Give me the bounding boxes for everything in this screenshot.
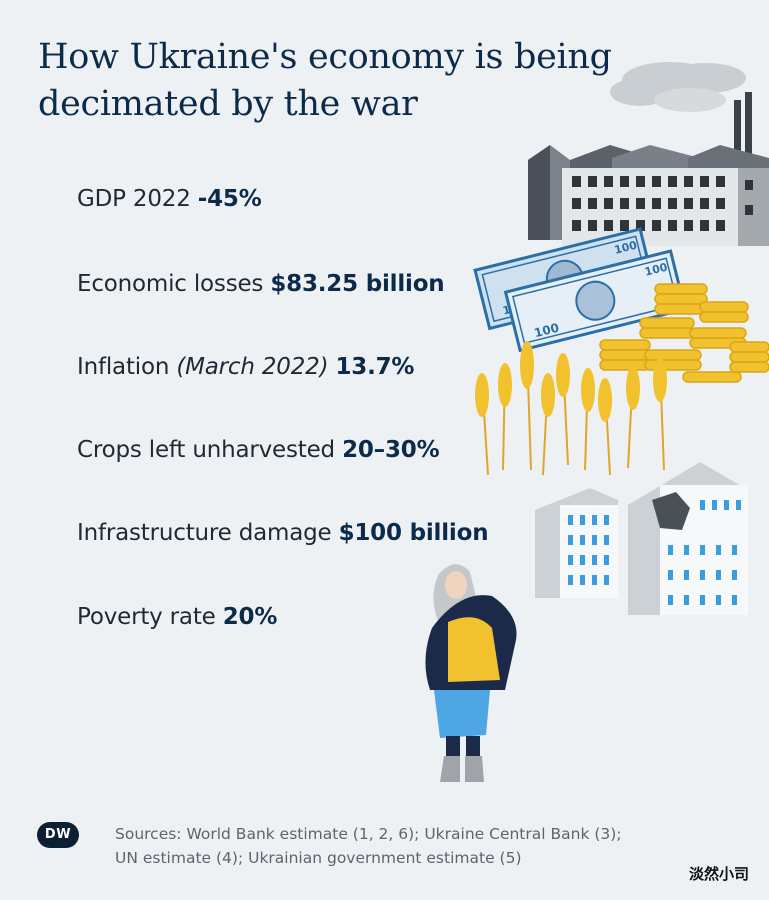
stat-note: (March 2022) bbox=[176, 354, 329, 380]
banknotes-illustration: 100 100 100 100 bbox=[473, 227, 687, 353]
stat-label: Poverty rate bbox=[77, 604, 216, 630]
damaged-buildings-illustration bbox=[535, 462, 748, 615]
stat-crops-unharvested: Crops left unharvested 20–30% bbox=[77, 437, 440, 463]
sources-line-2: UN estimate (4); Ukrainian government es… bbox=[115, 849, 522, 867]
stat-value: 13.7% bbox=[335, 354, 415, 380]
stat-infrastructure-damage: Infrastructure damage $100 billion bbox=[77, 520, 489, 546]
stat-label: Infrastructure damage bbox=[77, 520, 332, 546]
smoke-illustration bbox=[610, 62, 746, 112]
stat-value: 20–30% bbox=[342, 437, 440, 463]
stat-economic-losses: Economic losses $83.25 billion bbox=[77, 271, 445, 297]
stat-value: 20% bbox=[222, 604, 278, 630]
dw-logo: DW bbox=[37, 822, 79, 848]
sources-line-1: Sources: World Bank estimate (1, 2, 6); … bbox=[115, 825, 622, 843]
page-title: How Ukraine's economy is being decimated… bbox=[38, 37, 612, 124]
stat-label: Inflation bbox=[77, 354, 170, 380]
stat-gdp: GDP 2022 -45% bbox=[77, 186, 262, 212]
wheat-illustration bbox=[475, 341, 667, 476]
svg-text:100: 100 bbox=[533, 321, 561, 341]
sources-text: Sources: World Bank estimate (1, 2, 6); … bbox=[115, 822, 715, 870]
stat-inflation: Inflation (March 2022) 13.7% bbox=[77, 354, 414, 380]
stat-label: GDP 2022 bbox=[77, 186, 191, 212]
stat-label: Crops left unharvested bbox=[77, 437, 335, 463]
svg-text:100: 100 bbox=[643, 260, 669, 278]
stat-value: $83.25 billion bbox=[270, 271, 445, 297]
stat-poverty-rate: Poverty rate 20% bbox=[77, 604, 277, 630]
woman-illustration bbox=[425, 564, 517, 782]
stat-value: -45% bbox=[197, 186, 262, 212]
stat-value: $100 billion bbox=[338, 520, 489, 546]
factory-illustration bbox=[528, 92, 769, 246]
stat-label: Economic losses bbox=[77, 271, 264, 297]
watermark: 淡然小司 bbox=[688, 865, 749, 883]
svg-text:100: 100 bbox=[613, 238, 639, 256]
